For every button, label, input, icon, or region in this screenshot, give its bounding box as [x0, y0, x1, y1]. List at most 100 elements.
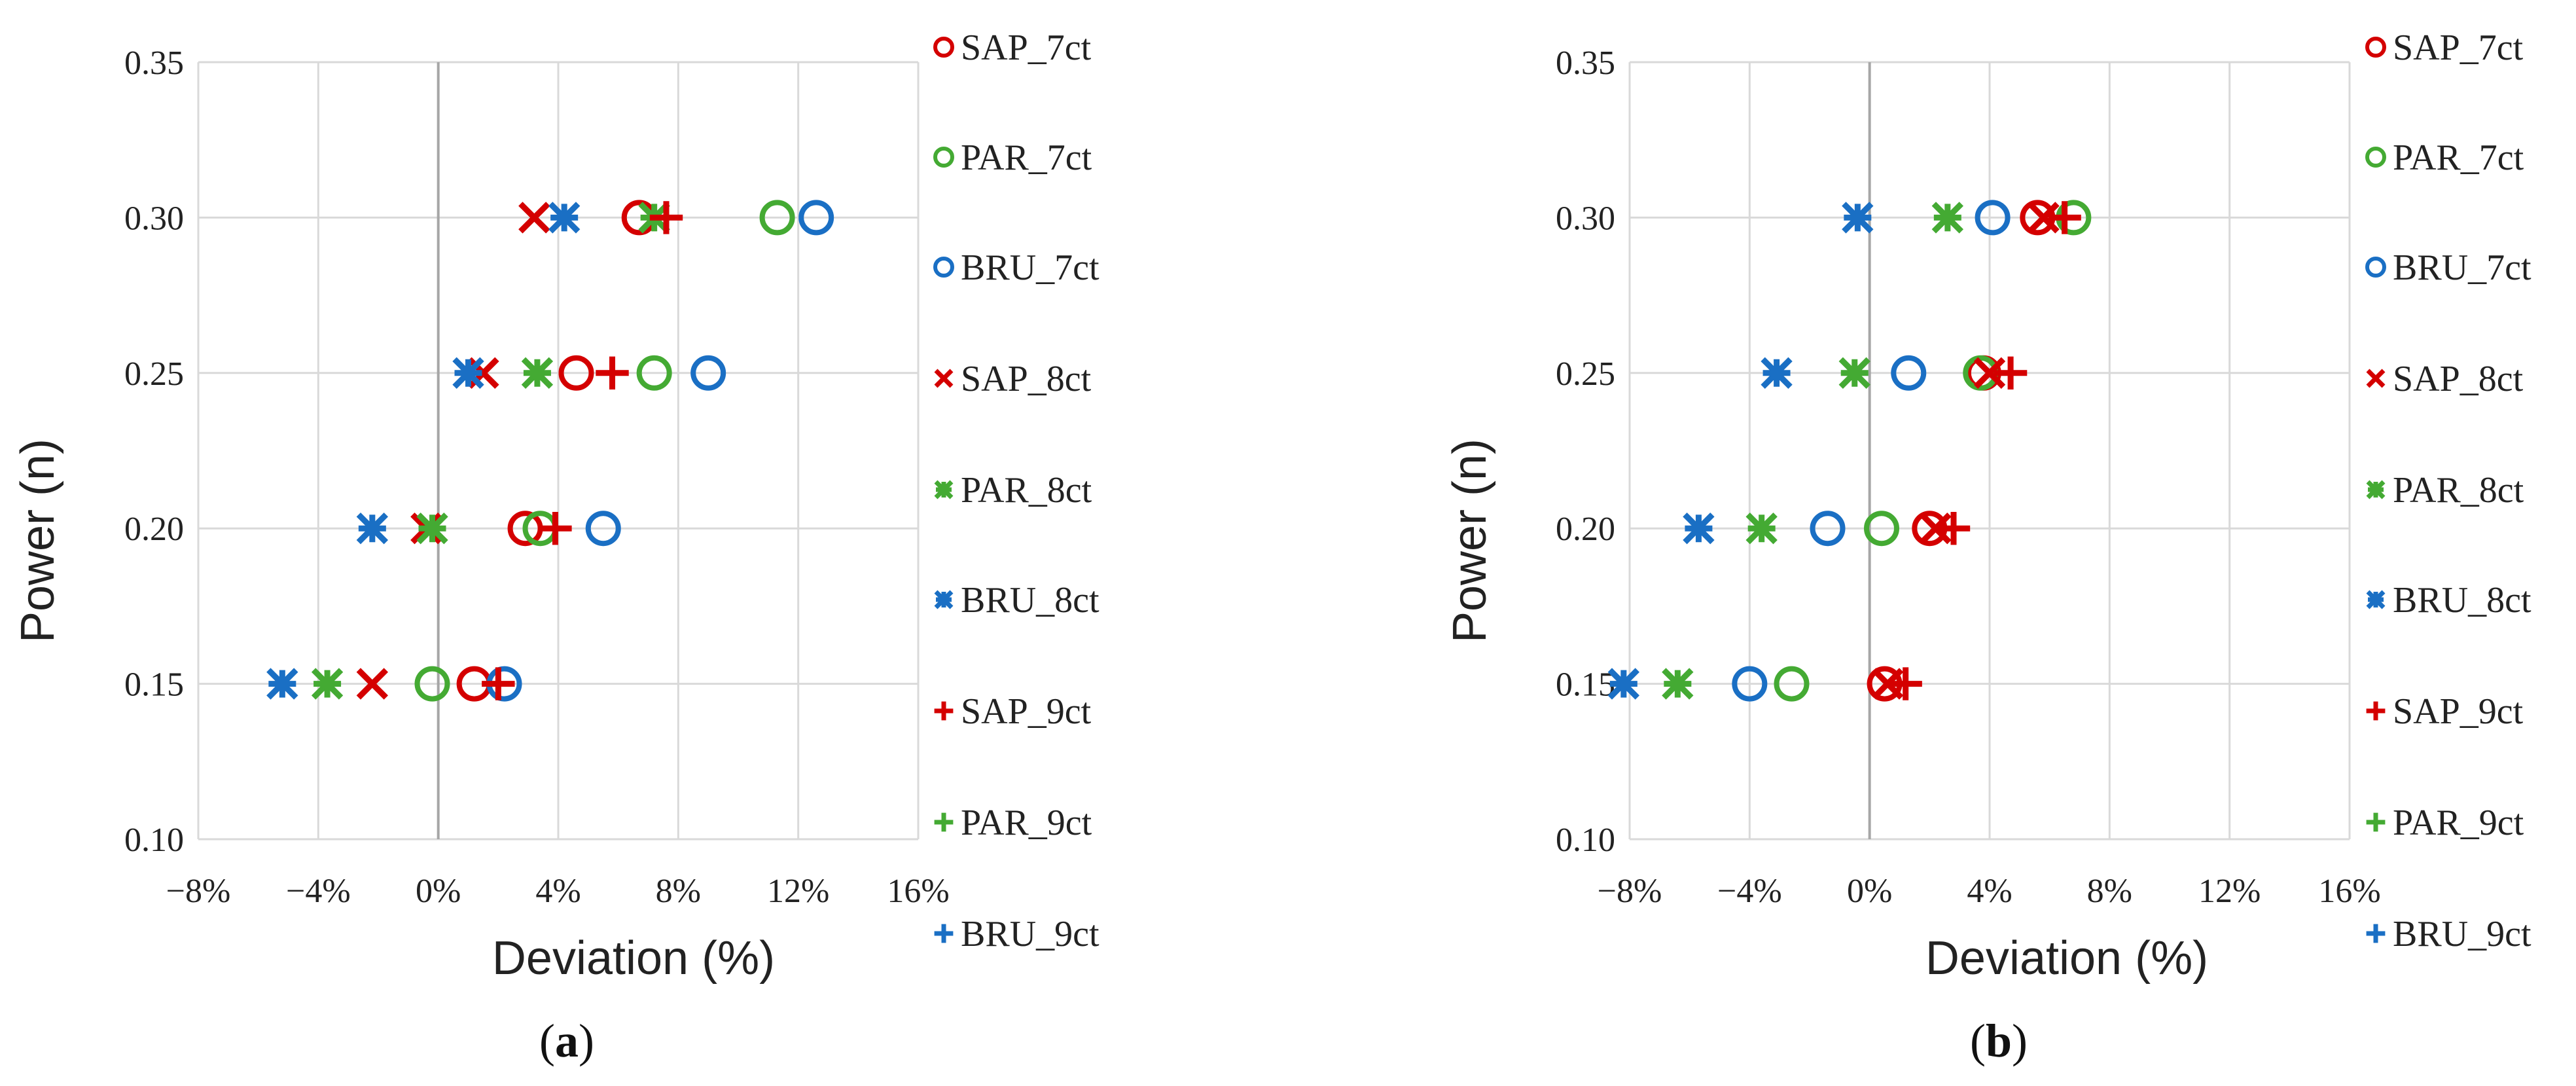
point-PAR_8ct	[1838, 357, 1870, 389]
panel-a-ytick-label: 0.15	[124, 666, 184, 704]
panel-b-ytick-label: 0.20	[1556, 511, 1615, 548]
legend-label-PAR_8ct: PAR_8ct	[961, 470, 1092, 511]
legend-marker-PAR_7ct	[2365, 147, 2386, 168]
legend-marker-SAP_7ct	[933, 37, 954, 58]
legend-item-BRU_9ct: BRU_9ct	[934, 914, 1100, 954]
legend-label-PAR_9ct: PAR_9ct	[2393, 803, 2524, 843]
legend-item-SAP_8ct: SAP_8ct	[934, 359, 1092, 399]
legend-label-SAP_7ct: SAP_7ct	[2393, 27, 2524, 68]
panel-a-xtick-label: −8%	[166, 873, 231, 910]
point-BRU_7ct	[798, 200, 834, 236]
legend-label-SAP_7ct: SAP_7ct	[961, 27, 1092, 68]
legend-marker-PAR_7ct	[933, 147, 954, 168]
legend-item-BRU_7ct: BRU_7ct	[2365, 247, 2531, 288]
panel-b-caption-close: )	[2012, 1015, 2028, 1067]
legend-marker-BRU_8ct	[2366, 590, 2386, 609]
legend-label-BRU_9ct: BRU_9ct	[2393, 914, 2531, 954]
point-BRU_7ct	[1732, 666, 1768, 702]
legend-item-SAP_7ct: SAP_7ct	[2365, 27, 2524, 68]
panel-a-xtick-label: 0%	[416, 873, 461, 910]
point-BRU_8ct	[1607, 668, 1640, 700]
legend-label-SAP_8ct: SAP_8ct	[961, 359, 1092, 399]
point-SAP_9ct	[596, 356, 629, 389]
legend-item-BRU_8ct: BRU_8ct	[2366, 580, 2531, 621]
point-PAR_8ct	[311, 668, 344, 700]
panel-b-xtick-label: 4%	[1967, 873, 2012, 910]
point-PAR_7ct	[759, 200, 795, 236]
panel-b-markers	[1607, 200, 2092, 702]
point-SAP_8ct	[1871, 668, 1904, 700]
point-PAR_8ct	[521, 357, 554, 389]
legend-marker-BRU_8ct	[934, 590, 954, 609]
panel-a-ylabel: Power (n)	[12, 439, 64, 643]
panel-a-ytick-label: 0.20	[124, 511, 184, 548]
legend-marker-PAR_8ct	[934, 480, 954, 499]
panel-b-caption-letter: b	[1986, 1015, 2012, 1067]
panel-a-ytick-label: 0.25	[124, 355, 184, 393]
point-PAR_7ct	[1864, 511, 1899, 547]
panel-a-xlabel: Deviation (%)	[492, 932, 775, 985]
point-SAP_8ct	[1973, 357, 2006, 389]
point-PAR_8ct	[1745, 513, 1778, 545]
panel-a-gridlines	[197, 61, 920, 841]
point-BRU_8ct	[266, 668, 298, 700]
panel-b-ytick-label: 0.25	[1556, 355, 1615, 393]
legend-label-PAR_9ct: PAR_9ct	[961, 803, 1092, 843]
point-BRU_7ct	[1810, 511, 1846, 547]
panel-a-legend: SAP_7ct PAR_7ct BRU_7ct SAP_8ct PAR_8ct BRU_8…	[933, 27, 1100, 954]
panel-a-xtick-label: 4%	[535, 873, 581, 910]
legend-marker-BRU_7ct	[933, 257, 954, 278]
point-SAP_8ct	[356, 668, 389, 700]
point-SAP_7ct	[558, 355, 594, 391]
legend-item-PAR_7ct: PAR_7ct	[2365, 137, 2524, 178]
point-BRU_8ct	[1683, 513, 1715, 545]
point-SAP_9ct	[649, 201, 683, 234]
point-BRU_8ct	[1842, 202, 1874, 234]
legend-label-BRU_8ct: BRU_8ct	[961, 580, 1100, 621]
panel-a-caption-open: (	[539, 1015, 555, 1067]
legend-item-PAR_9ct: PAR_9ct	[2366, 803, 2524, 843]
point-PAR_7ct	[414, 666, 450, 702]
panel-a-ytick-label: 0.10	[124, 822, 184, 859]
legend-item-PAR_8ct: PAR_8ct	[934, 470, 1092, 511]
panel-a-ytick-label: 0.35	[124, 45, 184, 82]
legend-label-BRU_8ct: BRU_8ct	[2393, 580, 2531, 621]
point-SAP_8ct	[2028, 202, 2060, 234]
panel-b-ytick-label: 0.10	[1556, 822, 1615, 859]
legend-item-SAP_8ct: SAP_8ct	[2366, 359, 2524, 399]
point-SAP_9ct	[539, 512, 572, 545]
panel-b-xtick-label: −8%	[1598, 873, 1662, 910]
point-BRU_8ct	[1761, 357, 1793, 389]
point-PAR_8ct	[1931, 202, 1964, 234]
legend-item-PAR_9ct: PAR_9ct	[934, 803, 1092, 843]
legend-item-PAR_8ct: PAR_8ct	[2366, 470, 2524, 511]
panel-b-xtick-label: 0%	[1847, 873, 1892, 910]
panel-a-caption-close: )	[579, 1015, 594, 1067]
point-PAR_7ct	[1774, 666, 1810, 702]
legend-marker-SAP_9ct	[2366, 701, 2386, 721]
legend-marker-SAP_8ct	[2366, 369, 2386, 388]
legend-item-BRU_7ct: BRU_7ct	[933, 247, 1100, 288]
panel-b-ytick-label: 0.30	[1556, 200, 1615, 237]
point-PAR_7ct	[636, 355, 672, 391]
point-SAP_9ct	[1889, 667, 1922, 700]
legend-marker-PAR_8ct	[2366, 480, 2386, 499]
panel-a-caption-letter: a	[555, 1015, 579, 1067]
panel-a-markers	[266, 200, 834, 702]
legend-marker-PAR_9ct	[2366, 812, 2386, 832]
panel-a: Power (n) Deviation (%) (a) 0.10 0.15 0.20…	[12, 27, 1100, 1067]
panel-b-xtick-label: −4%	[1717, 873, 1782, 910]
panel-a-xtick-label: 8%	[656, 873, 701, 910]
legend-label-PAR_8ct: PAR_8ct	[2393, 470, 2524, 511]
legend-item-SAP_9ct: SAP_9ct	[2366, 691, 2524, 732]
legend-label-PAR_7ct: PAR_7ct	[961, 137, 1092, 178]
legend-label-BRU_7ct: BRU_7ct	[2393, 247, 2531, 288]
point-SAP_9ct	[1994, 356, 2028, 389]
panel-b-xtick-label: 8%	[2087, 873, 2132, 910]
legend-item-BRU_9ct: BRU_9ct	[2366, 914, 2531, 954]
legend-marker-SAP_9ct	[934, 701, 954, 721]
panel-b-ylabel: Power (n)	[1444, 439, 1496, 643]
panel-b-xtick-label: 12%	[2198, 873, 2261, 910]
point-PAR_8ct	[1662, 668, 1694, 700]
legend-marker-BRU_7ct	[2365, 257, 2386, 278]
